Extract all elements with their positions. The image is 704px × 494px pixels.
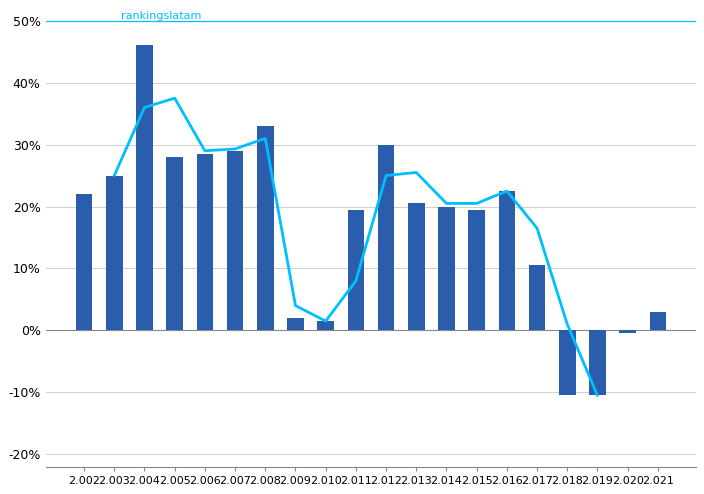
Bar: [287, 318, 303, 330]
Bar: [438, 206, 455, 330]
Bar: [76, 194, 92, 330]
Bar: [589, 330, 605, 395]
Text: rankingslatam: rankingslatam: [121, 11, 201, 21]
Bar: [559, 330, 576, 395]
Bar: [166, 157, 183, 330]
Bar: [257, 126, 274, 330]
Bar: [196, 154, 213, 330]
Bar: [348, 209, 364, 330]
Bar: [468, 209, 485, 330]
Bar: [378, 145, 394, 330]
Bar: [227, 151, 244, 330]
Bar: [318, 321, 334, 330]
Bar: [650, 312, 666, 330]
Bar: [106, 175, 122, 330]
Bar: [136, 45, 153, 330]
Bar: [529, 265, 546, 330]
Bar: [620, 330, 636, 333]
Bar: [408, 204, 425, 330]
Bar: [498, 191, 515, 330]
